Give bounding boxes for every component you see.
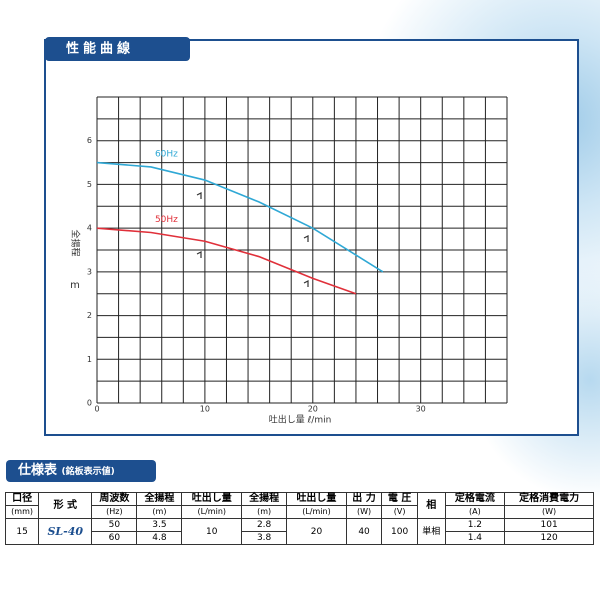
- cell: SL-40: [38, 518, 93, 545]
- spec-note: (銘板表示値): [61, 467, 115, 477]
- header-cell: 口径: [4, 492, 40, 506]
- y-tick-label: 1: [87, 355, 92, 364]
- y-tick-label: 3: [87, 267, 92, 276]
- cell: 10: [181, 518, 243, 545]
- marker: [196, 251, 202, 258]
- cell: 60: [91, 531, 138, 545]
- header-unit: (A): [444, 505, 506, 519]
- cell: 40: [345, 518, 383, 545]
- chart-panel: [44, 39, 579, 436]
- header-unit: (mm): [4, 505, 40, 519]
- spec-title: 仕様表: [18, 463, 58, 478]
- header-unit: (Hz): [91, 505, 138, 519]
- header-unit: (L/min): [286, 505, 347, 519]
- cell: 15: [4, 518, 40, 545]
- cell: 3.8: [241, 531, 288, 545]
- marker: [303, 280, 309, 287]
- x-axis-label: 吐出し量 ℓ/min: [269, 414, 332, 426]
- header-cell: 吐出し量: [181, 492, 243, 506]
- series-label: 60Hz: [155, 149, 178, 159]
- header-unit: (W): [504, 505, 594, 519]
- header-unit: (m): [241, 505, 288, 519]
- chart-tab: [45, 37, 190, 61]
- x-tick-label: 0: [94, 405, 99, 414]
- header-cell: 周波数: [91, 492, 138, 506]
- cell: 20: [286, 518, 347, 545]
- operating-marks: [196, 192, 309, 287]
- series-label: 50Hz: [155, 215, 178, 225]
- header-unit: (V): [381, 505, 418, 519]
- series-line: [96, 161, 384, 273]
- y-tick-label: 6: [87, 136, 92, 145]
- header-cell: 全揚程: [136, 492, 183, 506]
- spec-table: 口径形 式周波数 全揚程 吐出し量 全揚程 吐出し量出 力電 圧相定格電流 定格消費電力(…: [4, 492, 594, 545]
- cell: 100: [381, 518, 418, 545]
- chart-section-title: 性能曲線: [66, 41, 134, 57]
- header-unit: (W): [345, 505, 383, 519]
- header-cell: 全揚程: [241, 492, 288, 506]
- header-unit: (L/min): [181, 505, 243, 519]
- header-cell: 相: [416, 492, 446, 519]
- cell: 101: [504, 518, 594, 532]
- x-tick-label: 20: [308, 405, 318, 414]
- cell: 3.5: [136, 518, 183, 532]
- cell: 2.8: [241, 518, 288, 532]
- header-unit: (m): [136, 505, 183, 519]
- header-cell: 電 圧: [381, 492, 418, 506]
- series-line: [96, 227, 357, 295]
- spec-title-box: 仕様表 (銘板表示値): [6, 460, 156, 482]
- cell: 1.4: [444, 531, 506, 545]
- cell: 120: [504, 531, 594, 545]
- header-cell: 出 力: [345, 492, 383, 506]
- y-axis-unit: m: [70, 280, 80, 291]
- y-tick-label: 2: [87, 311, 92, 320]
- x-tick-label: 10: [200, 405, 210, 414]
- marker: [303, 235, 309, 242]
- header-cell: 吐出し量: [286, 492, 347, 506]
- cell: 4.8: [136, 531, 183, 545]
- header-cell: 形 式: [38, 492, 93, 519]
- marker: [196, 192, 202, 199]
- header-cell: 定格電流: [444, 492, 506, 506]
- y-tick-label: 4: [87, 224, 92, 233]
- cell: 50: [91, 518, 138, 532]
- cell: 1.2: [444, 518, 506, 532]
- y-tick-label: 5: [87, 180, 92, 189]
- x-tick-label: 30: [416, 405, 426, 414]
- chart: 性能曲線 全揚程 m 吐出し量 ℓ/min 0 1 2 3 4 5 6 0 10 20 30 60Hz…: [44, 37, 579, 436]
- y-tick-label: 0: [87, 399, 92, 408]
- y-axis-label: 全揚程: [70, 229, 82, 256]
- cell: 単相: [416, 518, 446, 545]
- header-cell: 定格消費電力: [504, 492, 594, 506]
